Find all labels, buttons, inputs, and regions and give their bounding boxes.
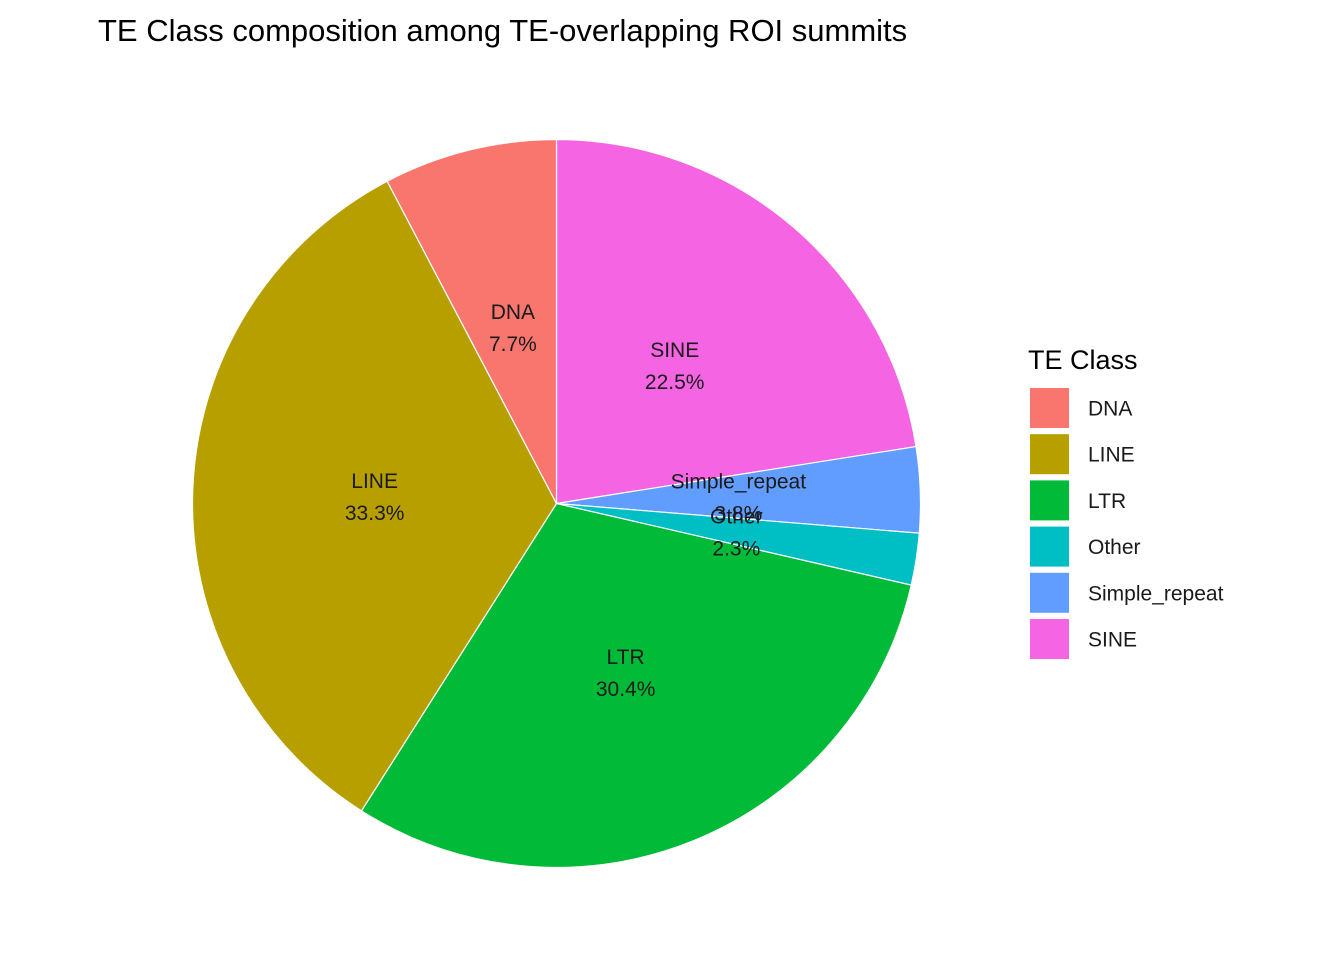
legend-label: DNA bbox=[1088, 398, 1132, 421]
slice-label-percent: 22.5% bbox=[645, 371, 705, 394]
pie-slices bbox=[191, 138, 922, 869]
pie-slice-line bbox=[191, 180, 558, 812]
legend-label: LINE bbox=[1088, 444, 1135, 467]
slice-label-name: DNA bbox=[491, 301, 535, 324]
slice-label-percent: 7.7% bbox=[489, 333, 537, 356]
slice-label-percent: 3.8% bbox=[714, 503, 762, 526]
legend-key-dna bbox=[1030, 388, 1069, 428]
legend-title: TE Class bbox=[1028, 345, 1138, 375]
pie-slice-labels: SINE 22.5% Simple_repeat 3.8%Other 2.3% LTR 30… bbox=[345, 301, 806, 701]
slice-label-percent: 2.3% bbox=[712, 537, 760, 560]
legend-key-ltr bbox=[1030, 480, 1069, 521]
legend-key-line bbox=[1030, 434, 1069, 475]
pie-slice-dna bbox=[386, 138, 558, 504]
slice-label-percent: 30.4% bbox=[596, 678, 656, 701]
slice-label-percent: 33.3% bbox=[345, 502, 405, 525]
legend-key-sine bbox=[1030, 619, 1069, 659]
slice-label-name: Simple_repeat bbox=[671, 471, 807, 494]
legend-label: LTR bbox=[1088, 490, 1126, 513]
legend-label: Other bbox=[1088, 536, 1141, 559]
legend-label: Simple_repeat bbox=[1088, 582, 1224, 605]
chart-title: TE Class composition among TE-overlappin… bbox=[98, 13, 907, 48]
slice-label-name: LTR bbox=[607, 646, 645, 669]
legend-key-simple-repeat bbox=[1030, 572, 1069, 613]
legend-key-other bbox=[1030, 526, 1069, 567]
legend: TE Class DNA LINE LTR Other Simple_repeat SIN… bbox=[1028, 345, 1224, 659]
slice-label-name: LINE bbox=[351, 470, 398, 493]
legend-label: SINE bbox=[1088, 629, 1137, 652]
slice-label-name: Other bbox=[710, 505, 763, 528]
slice-label-name: SINE bbox=[650, 339, 699, 362]
pie-slice-sine bbox=[555, 138, 917, 505]
